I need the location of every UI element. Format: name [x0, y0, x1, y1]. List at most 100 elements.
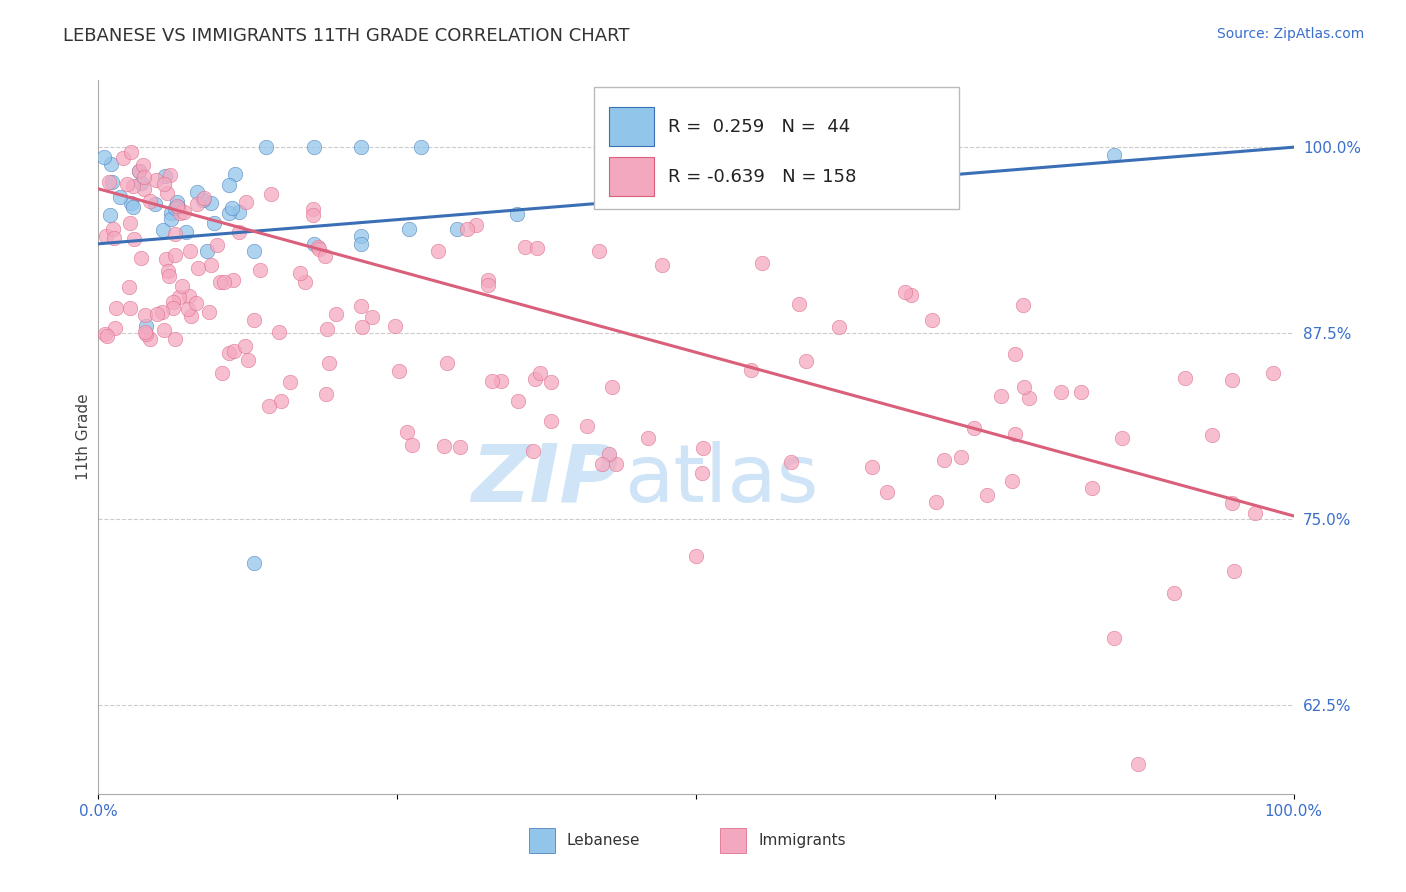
Point [575, 419, 598, 434]
Point [1128, 757, 1150, 772]
Point [267, 326, 290, 340]
Point [540, 414, 562, 428]
Point [411, 140, 433, 154]
Point [156, 186, 179, 201]
Point [118, 216, 141, 230]
Point [302, 236, 325, 251]
Point [243, 313, 266, 327]
Point [600, 380, 623, 394]
Point [167, 200, 190, 214]
Point [626, 140, 648, 154]
Point [160, 211, 183, 226]
Point [218, 205, 240, 219]
Point [1163, 586, 1185, 600]
Point [120, 196, 142, 211]
Point [588, 244, 610, 259]
Point [740, 362, 762, 376]
Point [900, 288, 922, 302]
Point [186, 196, 208, 211]
Point [165, 332, 187, 346]
Point [637, 431, 659, 445]
Point [388, 364, 411, 378]
Point [174, 226, 197, 240]
Point [446, 222, 468, 236]
Point [1223, 564, 1246, 578]
Point [1174, 370, 1197, 384]
FancyBboxPatch shape [595, 87, 959, 209]
Point [224, 167, 246, 181]
Point [963, 420, 986, 434]
Point [921, 312, 943, 326]
Point [108, 190, 131, 204]
Text: R = -0.639   N = 158: R = -0.639 N = 158 [668, 168, 856, 186]
Point [221, 201, 243, 215]
Point [156, 263, 179, 277]
Point [193, 191, 215, 205]
Point [398, 222, 420, 236]
Point [103, 321, 125, 335]
Point [165, 227, 187, 242]
Point [134, 325, 156, 339]
Point [794, 354, 817, 368]
Point [105, 301, 128, 315]
Text: Immigrants: Immigrants [758, 833, 846, 847]
Point [1104, 147, 1126, 161]
Point [1012, 380, 1035, 394]
Point [155, 252, 177, 267]
Point [202, 215, 225, 229]
Point [395, 425, 418, 439]
Point [138, 194, 160, 209]
Point [115, 178, 138, 192]
Point [103, 230, 125, 244]
Point [235, 194, 257, 209]
Point [160, 206, 183, 220]
Point [179, 244, 201, 258]
Point [350, 229, 373, 244]
Point [120, 145, 142, 159]
Text: R =  0.259   N =  44: R = 0.259 N = 44 [668, 118, 851, 136]
Point [433, 439, 456, 453]
Point [976, 488, 998, 502]
Point [233, 339, 256, 353]
Point [361, 310, 384, 324]
Point [301, 208, 323, 222]
Point [150, 304, 173, 318]
Point [198, 304, 221, 318]
Point [1261, 366, 1284, 380]
Point [280, 375, 302, 389]
Point [222, 343, 245, 358]
Point [162, 301, 184, 315]
Point [152, 223, 174, 237]
Point [93, 326, 115, 341]
Point [787, 297, 810, 311]
Point [598, 447, 620, 461]
Text: Source: ZipAtlas.com: Source: ZipAtlas.com [1216, 27, 1364, 41]
Point [316, 322, 339, 336]
Point [96, 329, 118, 343]
Point [270, 394, 292, 409]
Point [745, 192, 768, 206]
Point [302, 202, 325, 216]
Point [191, 193, 214, 207]
Point [308, 242, 330, 256]
Point [1070, 384, 1092, 399]
Point [1004, 346, 1026, 360]
Point [506, 207, 529, 221]
Point [352, 319, 374, 334]
Bar [529, 828, 555, 853]
Point [218, 178, 240, 193]
Point [94, 228, 117, 243]
Point [222, 273, 245, 287]
Point [93, 150, 115, 164]
Point [515, 240, 537, 254]
Point [1244, 506, 1267, 520]
Point [751, 256, 773, 270]
Point [228, 225, 250, 239]
Point [540, 375, 562, 389]
Point [243, 244, 266, 259]
Point [218, 346, 240, 360]
Point [128, 164, 150, 178]
Point [651, 258, 673, 272]
Point [1050, 384, 1073, 399]
Point [135, 318, 157, 333]
